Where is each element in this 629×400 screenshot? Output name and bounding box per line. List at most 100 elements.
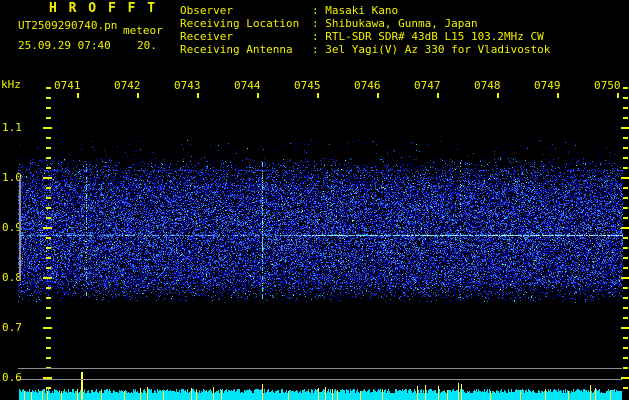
time-tick <box>197 93 199 98</box>
freq-tick <box>46 357 51 359</box>
time-tick <box>557 93 559 98</box>
timestamp-label: 25.09.29 07:40 <box>18 39 111 52</box>
freq-tick-right <box>623 87 628 89</box>
freq-tick-right <box>623 247 628 249</box>
freq-tick-right <box>621 327 629 329</box>
station-row: Receiving Location: Shibukawa, Gunma, Ja… <box>180 18 478 30</box>
time-tick <box>377 93 379 98</box>
freq-tick <box>43 177 52 179</box>
station-field-label: Receiving Location <box>180 17 300 30</box>
freq-tick-right <box>623 137 628 139</box>
station-field-value: : Masaki Kano <box>312 4 399 17</box>
freq-tick <box>46 167 51 169</box>
freq-tick <box>46 147 51 149</box>
freq-tick-right <box>623 307 628 309</box>
time-tick <box>137 93 139 98</box>
freq-tick-right <box>623 207 628 209</box>
station-field-value: : 3el Yagi(V) Az 330 for Vladivostok <box>312 43 551 56</box>
freq-tick <box>43 227 52 229</box>
app-title: H R O F F T <box>49 1 158 16</box>
station-field-value: : RTL-SDR SDR# 43dB L15 103.2MHz CW <box>312 30 544 43</box>
freq-tick-label: 0.6 <box>2 371 22 384</box>
freq-tick-right <box>623 297 628 299</box>
freq-tick <box>43 327 52 329</box>
freq-tick-right <box>621 377 629 379</box>
freq-tick-right <box>623 157 628 159</box>
freq-tick-right <box>623 317 628 319</box>
freq-tick-right <box>623 107 628 109</box>
station-field-label: Observer <box>180 4 233 17</box>
counter-label: 20. <box>137 39 157 52</box>
station-row: Observer : Masaki Kano <box>180 5 398 17</box>
freq-tick-right <box>623 187 628 189</box>
freq-tick-right <box>623 237 628 239</box>
time-tick-label: 0745 <box>294 79 321 92</box>
freq-tick <box>46 387 51 389</box>
freq-tick-right <box>621 227 629 229</box>
band-extent-marker <box>19 178 21 281</box>
station-field-label: Receiving Antenna <box>180 43 293 56</box>
freq-tick <box>46 197 51 199</box>
time-tick <box>77 93 79 98</box>
station-field-label: Receiver <box>180 30 233 43</box>
freq-tick-right <box>623 97 628 99</box>
output-filename: UT2509290740.pn <box>18 19 118 32</box>
time-tick <box>617 93 619 98</box>
freq-tick-label: 0.7 <box>2 321 22 334</box>
time-tick <box>437 93 439 98</box>
freq-tick <box>46 257 51 259</box>
time-tick-label: 0748 <box>474 79 501 92</box>
freq-tick <box>46 87 51 89</box>
time-tick-label: 0744 <box>234 79 261 92</box>
freq-tick <box>46 337 51 339</box>
level-ref-line-lower <box>18 379 622 380</box>
freq-tick-right <box>623 217 628 219</box>
freq-tick <box>43 127 52 129</box>
time-tick <box>317 93 319 98</box>
freq-tick <box>46 247 51 249</box>
freq-tick <box>46 97 51 99</box>
freq-tick <box>46 217 51 219</box>
freq-tick-right <box>623 387 628 389</box>
time-tick-label: 0749 <box>534 79 561 92</box>
freq-tick-right <box>623 357 628 359</box>
freq-tick-right <box>621 177 629 179</box>
time-tick-label: 0742 <box>114 79 141 92</box>
freq-tick-right <box>621 127 629 129</box>
time-tick-label: 0747 <box>414 79 441 92</box>
freq-tick <box>46 307 51 309</box>
freq-tick <box>46 317 51 319</box>
freq-tick-right <box>623 287 628 289</box>
freq-tick-right <box>623 117 628 119</box>
freq-tick <box>46 237 51 239</box>
freq-tick-label: 0.9 <box>2 221 22 234</box>
time-tick <box>257 93 259 98</box>
freq-tick <box>43 377 52 379</box>
freq-tick-right <box>621 277 629 279</box>
freq-tick-right <box>623 257 628 259</box>
freq-tick-right <box>623 147 628 149</box>
freq-tick <box>46 157 51 159</box>
freq-tick-right <box>623 197 628 199</box>
freq-tick <box>46 137 51 139</box>
time-tick <box>497 93 499 98</box>
freq-tick <box>46 297 51 299</box>
freq-tick-label: 1.1 <box>2 121 22 134</box>
freq-tick-right <box>623 367 628 369</box>
freq-tick-label: 0.8 <box>2 271 22 284</box>
freq-tick <box>46 107 51 109</box>
time-tick-label: 0743 <box>174 79 201 92</box>
freq-tick <box>46 187 51 189</box>
mode-label: meteor <box>123 24 163 37</box>
freq-tick <box>46 117 51 119</box>
freq-tick <box>43 277 52 279</box>
freq-tick-label: 1.0 <box>2 171 22 184</box>
level-ref-line-upper <box>18 368 622 369</box>
freq-tick <box>46 267 51 269</box>
station-row: Receiver : RTL-SDR SDR# 43dB L15 103.2MHz… <box>180 31 544 43</box>
station-row: Receiving Antenna : 3el Yagi(V) Az 330 fo… <box>180 44 550 56</box>
freq-tick-right <box>623 337 628 339</box>
freq-unit-label: kHz <box>1 78 21 91</box>
